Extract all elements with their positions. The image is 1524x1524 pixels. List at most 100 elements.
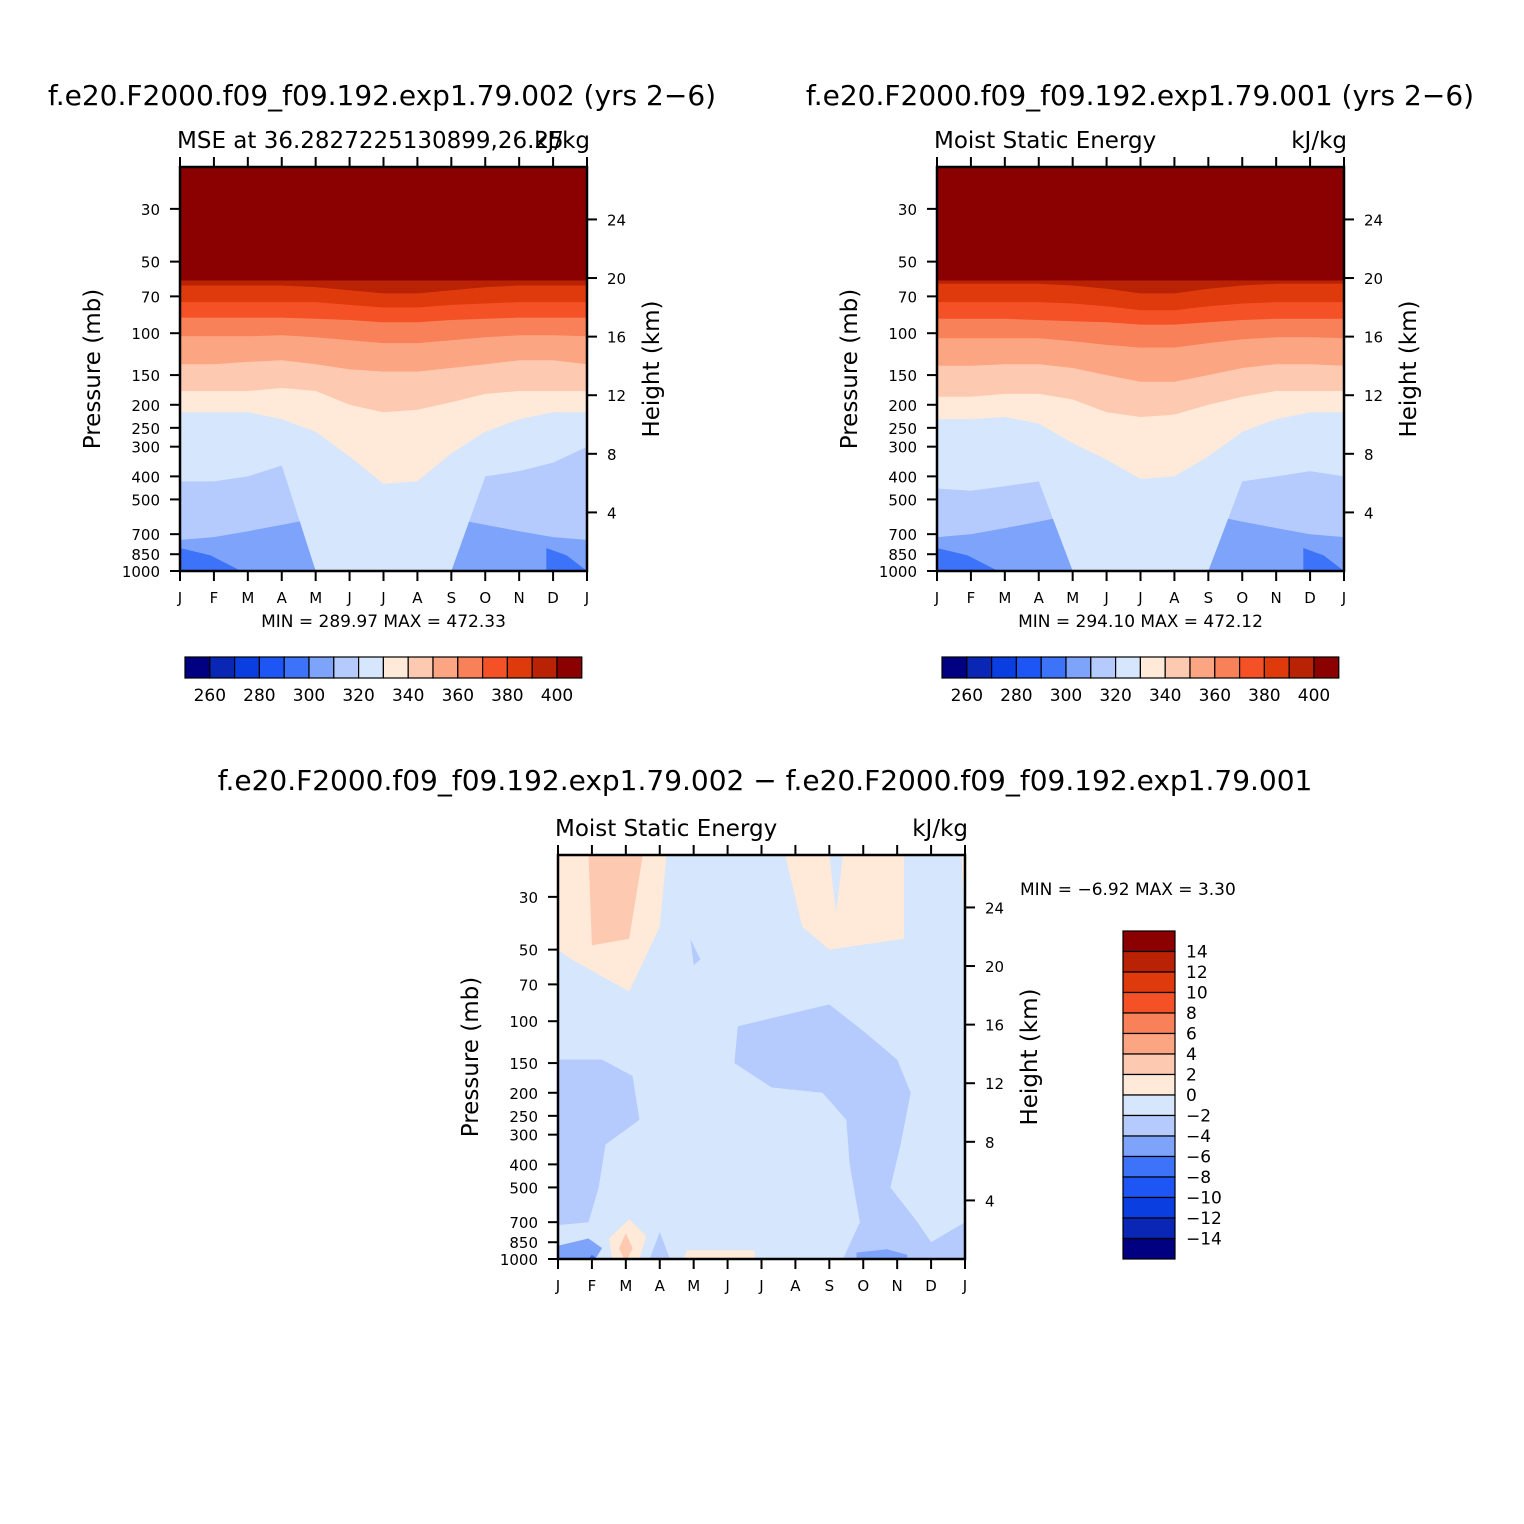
colorbar-swatch xyxy=(1122,1217,1176,1240)
x-tick-label: J xyxy=(724,1277,729,1295)
y-tick-label: 850 xyxy=(509,1234,538,1252)
colorbar-swatch xyxy=(184,656,211,679)
y2-tick-label: 24 xyxy=(985,899,1004,917)
x-tick-label: S xyxy=(1204,589,1214,607)
x-tick-label: A xyxy=(1169,589,1180,607)
colorbar-label: 340 xyxy=(1149,686,1181,706)
colorbar-label: −4 xyxy=(1186,1127,1211,1147)
y-tick-label: 400 xyxy=(131,468,160,486)
colorbar-swatch xyxy=(407,656,434,679)
colorbar-swatch xyxy=(966,656,993,679)
y-tick-label: 300 xyxy=(888,439,917,457)
colorbar-swatch xyxy=(1122,1176,1176,1199)
colorbar-label: 300 xyxy=(293,686,325,706)
x-tick-label: A xyxy=(790,1277,801,1295)
x-tick-label: N xyxy=(514,589,525,607)
colorbar-swatch xyxy=(1122,971,1176,994)
colorbar-swatch xyxy=(432,656,459,679)
y-tick-label: 300 xyxy=(131,439,160,457)
colorbar-swatch xyxy=(234,656,261,679)
x-tick-label: A xyxy=(1034,589,1045,607)
y-tick-label: 150 xyxy=(509,1055,538,1073)
colorbar-swatch xyxy=(1122,1032,1176,1055)
y2-axis-label: Height (km) xyxy=(639,300,665,437)
colorbar-swatch xyxy=(1122,1073,1176,1096)
y-axis-label: Pressure (mb) xyxy=(80,289,106,449)
min-max-label: MIN = −6.92 MAX = 3.30 xyxy=(1020,880,1236,900)
x-tick-label: J xyxy=(380,589,385,607)
colorbar-swatch xyxy=(1122,1094,1176,1117)
colorbar-swatch xyxy=(1122,991,1176,1014)
y-tick-label: 500 xyxy=(888,491,917,509)
colorbar-swatch xyxy=(258,656,285,679)
colorbar-swatch xyxy=(1122,1237,1176,1260)
x-tick-label: J xyxy=(1137,589,1142,607)
left-subtitle: Moist Static Energy xyxy=(555,816,777,842)
colorbar-label: 2 xyxy=(1186,1066,1197,1086)
panel-title: f.e20.F2000.f09_f09.192.exp1.79.002 − f.… xyxy=(218,764,1313,797)
colorbar-swatch xyxy=(1122,930,1176,953)
colorbar-swatch xyxy=(1122,1155,1176,1178)
colorbar-label: 360 xyxy=(1199,686,1231,706)
colorbar-swatch xyxy=(382,656,409,679)
y-tick-label: 700 xyxy=(131,526,160,544)
colorbar-label: −8 xyxy=(1186,1168,1211,1188)
y-tick-label: 50 xyxy=(898,254,917,272)
x-tick-label: A xyxy=(655,1277,666,1295)
colorbar-swatch xyxy=(1015,656,1042,679)
x-tick-label: D xyxy=(1304,589,1316,607)
stratosphere-band xyxy=(937,167,1344,281)
y-tick-label: 400 xyxy=(888,468,917,486)
cold-pocket-west xyxy=(937,547,999,571)
colorbar-swatch xyxy=(209,656,236,679)
y-tick-label: 30 xyxy=(141,201,160,219)
colorbar-swatch xyxy=(333,656,360,679)
colorbar-swatch xyxy=(506,656,533,679)
colorbar-swatch xyxy=(457,656,484,679)
y-tick-label: 70 xyxy=(898,288,917,306)
min-max-label: MIN = 294.10 MAX = 472.12 xyxy=(1018,612,1263,632)
cool-speck xyxy=(690,938,701,965)
y-tick-label: 70 xyxy=(519,976,538,994)
y-tick-label: 200 xyxy=(888,397,917,415)
x-tick-label: J xyxy=(962,1277,967,1295)
colorbar-label: 320 xyxy=(342,686,374,706)
x-tick-label: O xyxy=(1236,589,1248,607)
x-tick-label: S xyxy=(447,589,457,607)
panel-exp002: f.e20.F2000.f09_f09.192.exp1.79.002 (yrs… xyxy=(48,79,716,706)
y-tick-label: 1000 xyxy=(879,563,917,581)
y2-tick-label: 8 xyxy=(985,1134,995,1152)
y-tick-label: 250 xyxy=(509,1108,538,1126)
colorbar-swatch xyxy=(1090,656,1117,679)
y-tick-label: 70 xyxy=(141,288,160,306)
colorbar-swatch xyxy=(1313,656,1340,679)
colorbar-swatch xyxy=(1164,656,1191,679)
colorbar-label: −14 xyxy=(1186,1230,1222,1250)
colorbar-label: −2 xyxy=(1186,1107,1211,1127)
colorbar-swatch xyxy=(1238,656,1265,679)
y2-tick-label: 4 xyxy=(1364,504,1374,522)
colorbar-label: 280 xyxy=(243,686,275,706)
colorbar-swatch xyxy=(1288,656,1315,679)
colorbar-swatch xyxy=(1122,1012,1176,1035)
y-axis-label: Pressure (mb) xyxy=(837,289,863,449)
colorbar-swatch xyxy=(1122,1135,1176,1158)
x-tick-label: J xyxy=(1341,589,1346,607)
x-tick-label: S xyxy=(825,1277,835,1295)
y2-tick-label: 24 xyxy=(607,211,626,229)
colorbar-swatch xyxy=(990,656,1017,679)
x-tick-label: M xyxy=(309,589,322,607)
y-tick-label: 700 xyxy=(888,526,917,544)
right-subtitle: kJ/kg xyxy=(912,816,968,842)
colorbar-swatch xyxy=(941,656,968,679)
y2-tick-label: 20 xyxy=(1364,270,1383,288)
colorbar-swatch xyxy=(556,656,583,679)
x-tick-label: M xyxy=(241,589,254,607)
colorbar-label: 280 xyxy=(1000,686,1032,706)
y2-tick-label: 16 xyxy=(985,1017,1004,1035)
warm-surface-mid xyxy=(683,1250,755,1259)
y2-tick-label: 24 xyxy=(1364,211,1383,229)
